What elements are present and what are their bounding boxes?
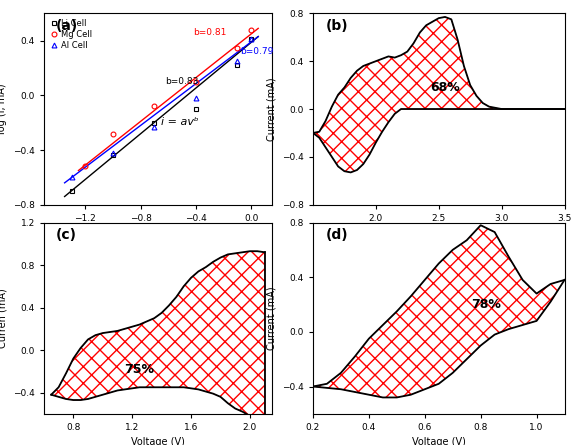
Al Cell — [109, 150, 116, 155]
Legend: Li Cell, Mg Cell, Al Cell: Li Cell, Mg Cell, Al Cell — [48, 17, 94, 51]
Text: (b): (b) — [325, 19, 348, 33]
Text: b=0.79: b=0.79 — [240, 47, 274, 57]
X-axis label: Voltage (V): Voltage (V) — [412, 228, 466, 238]
Line: Al Cell: Al Cell — [69, 37, 254, 180]
Mg Cell — [151, 104, 158, 109]
Mg Cell — [82, 164, 89, 169]
Al Cell — [192, 95, 199, 101]
Li Cell — [109, 153, 116, 158]
Li Cell — [234, 63, 241, 68]
Li Cell — [151, 120, 158, 125]
Line: Li Cell: Li Cell — [69, 37, 254, 194]
Y-axis label: Curren (mA): Curren (mA) — [0, 288, 8, 348]
Mg Cell — [234, 45, 241, 50]
Polygon shape — [51, 251, 264, 430]
Li Cell — [192, 106, 199, 112]
Al Cell — [68, 175, 75, 180]
Text: 78%: 78% — [472, 298, 501, 311]
Al Cell — [234, 58, 241, 64]
X-axis label: Voltage (V): Voltage (V) — [412, 437, 466, 445]
Li Cell — [68, 188, 75, 194]
Mg Cell — [248, 27, 255, 32]
Text: (c): (c) — [55, 228, 76, 242]
Text: 68%: 68% — [430, 81, 460, 94]
Y-axis label: log (i, mA): log (i, mA) — [0, 84, 8, 134]
Mg Cell — [192, 79, 199, 85]
Text: 75%: 75% — [125, 363, 154, 376]
Text: b=0.83: b=0.83 — [166, 77, 199, 86]
Text: (a): (a) — [55, 19, 78, 33]
Line: Mg Cell: Mg Cell — [83, 27, 254, 169]
Text: (d): (d) — [325, 228, 348, 242]
Polygon shape — [313, 17, 565, 172]
Y-axis label: Current (mA): Current (mA) — [267, 77, 277, 141]
Text: b=0.81: b=0.81 — [193, 28, 226, 37]
Text: i = avᵇ: i = avᵇ — [161, 117, 199, 127]
X-axis label: log (v, mV/s): log (v, mV/s) — [127, 228, 189, 238]
Mg Cell — [109, 131, 116, 136]
Al Cell — [151, 124, 158, 129]
Polygon shape — [313, 225, 565, 397]
X-axis label: Voltage (V): Voltage (V) — [131, 437, 185, 445]
Al Cell — [248, 36, 255, 42]
Y-axis label: Current (mA): Current (mA) — [267, 287, 277, 350]
Li Cell — [248, 36, 255, 42]
